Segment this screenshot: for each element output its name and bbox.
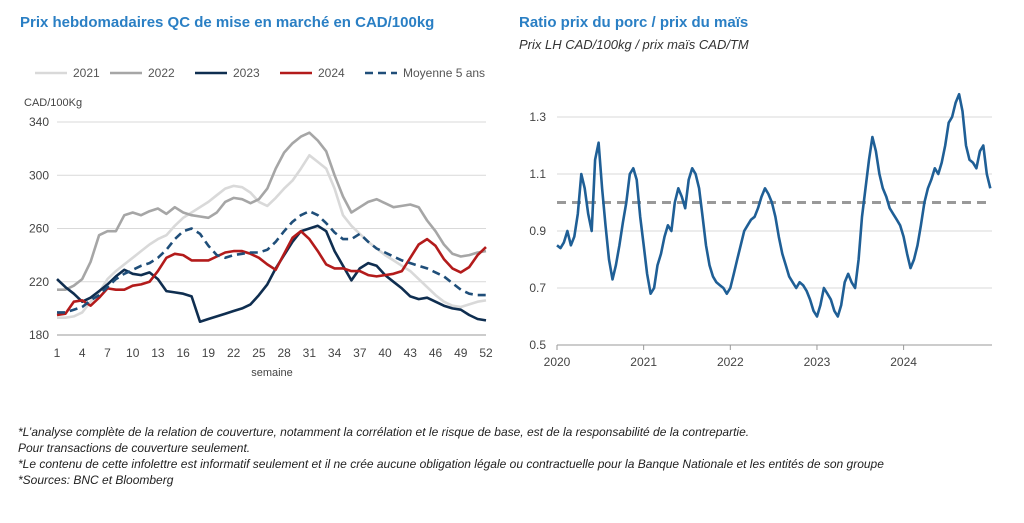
x-tick-label: 22 [227,346,241,360]
x-tick-label: 2021 [630,355,657,369]
x-tick-label: 19 [202,346,216,360]
x-tick-label: 52 [479,346,493,360]
x-tick-label: 13 [151,346,165,360]
left-chart-title: Prix hebdomadaires QC de mise en marché … [20,14,435,31]
series-line-2024 [56,229,487,317]
weekly-price-chart: 180 220 260 300 340 1 4 7 10 13 16 19 22 25 28 31 34 37 40… [24,66,493,379]
x-tick-label: 7 [104,346,111,360]
legend-label-2021: 2021 [73,66,100,80]
x-tick-label: 2023 [804,355,831,369]
footer-note-2: Pour transactions de couverture seulemen… [18,441,251,455]
x-tick-label: 43 [404,346,418,360]
y-tick-label: 220 [29,275,49,289]
x-tick-label: 46 [429,346,443,360]
x-axis-label: semaine [251,367,293,379]
x-tick-label: 37 [353,346,367,360]
x-tick-label: 10 [126,346,140,360]
legend-label-moyenne-5-ans: Moyenne 5 ans [403,66,485,80]
series-line-2022 [57,131,487,292]
series-line-moyenne-5-ans [57,209,486,314]
x-tick-label: 2024 [890,355,917,369]
legend-label-2023: 2023 [233,66,260,80]
series-line-2021 [57,154,487,320]
x-tick-label: 4 [79,346,86,360]
y-tick-label: 1.3 [529,110,546,124]
y-tick-label: 260 [29,222,49,236]
y-tick-label: 180 [29,328,49,342]
footer-note-3: *Le contenu de cette infolettre est info… [18,457,884,471]
x-tick-label: 31 [303,346,317,360]
y-tick-label: 0.9 [529,224,546,238]
series-line-ratio [556,92,992,318]
x-tick-label: 16 [176,346,190,360]
footer-note-4: *Sources: BNC et Bloomberg [18,473,174,487]
x-tick-label: 1 [54,346,61,360]
x-tick-label: 28 [277,346,291,360]
legend-label-2022: 2022 [148,66,175,80]
x-tick-label: 34 [328,346,342,360]
y-tick-label: 0.5 [529,338,546,352]
x-tick-label: 25 [252,346,266,360]
right-chart-title: Ratio prix du porc / prix du maïs [519,14,749,31]
y-tick-label: 340 [29,115,49,129]
x-tick-label: 2022 [717,355,744,369]
y-axis-label: CAD/100Kg [24,97,82,109]
legend-label-2024: 2024 [318,66,345,80]
x-tick-label: 40 [378,346,392,360]
y-tick-label: 1.1 [529,167,546,181]
y-tick-label: 0.7 [529,281,546,295]
footer-note-1: *L’analyse complète de la relation de co… [18,425,750,439]
right-chart-subtitle: Prix LH CAD/100kg / prix maïs CAD/TM [519,37,749,52]
footer-notes: *L’analyse complète de la relation de co… [18,424,1008,488]
price-ratio-chart: 0.5 0.7 0.9 1.1 1.3 2020 2021 2022 2023 2024 [529,92,992,369]
y-tick-label: 300 [29,168,49,182]
x-tick-label: 49 [454,346,468,360]
x-tick-label: 2020 [544,355,571,369]
